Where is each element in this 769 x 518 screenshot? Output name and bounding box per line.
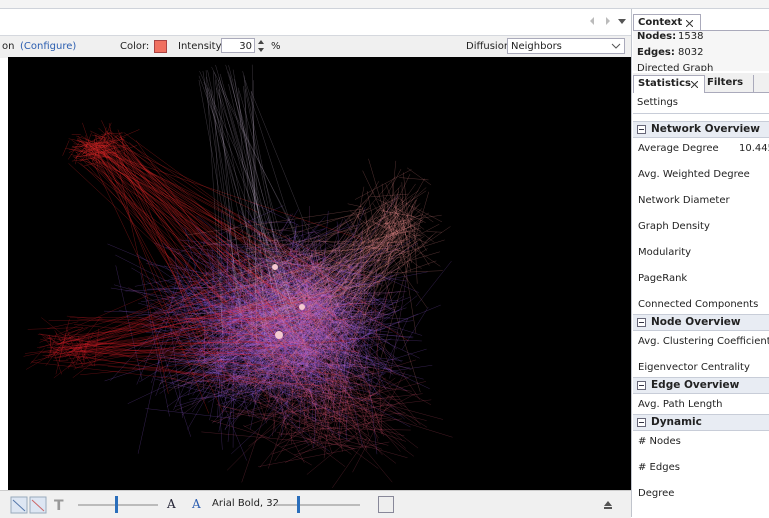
tab-separator bbox=[753, 75, 754, 92]
edges-value: 8032 bbox=[678, 47, 703, 58]
right-panel: Context Nodes: 1538 Edges: 8032 Directed… bbox=[633, 9, 769, 517]
tab-arrows[interactable] bbox=[588, 15, 630, 27]
settings-row: Settings bbox=[633, 93, 769, 114]
graph-node[interactable] bbox=[272, 264, 278, 270]
graph-node[interactable] bbox=[299, 304, 305, 310]
stat-label: Eigenvector Centrality bbox=[638, 362, 750, 373]
screenshot-button[interactable] bbox=[378, 496, 394, 513]
nodes-label: Nodes: bbox=[637, 31, 676, 42]
window-top bbox=[0, 0, 769, 9]
menu-arrow[interactable] bbox=[618, 19, 626, 24]
font-name[interactable]: Arial Bold, 32 bbox=[212, 498, 279, 509]
next-arrow[interactable] bbox=[606, 17, 610, 25]
configure-prefix: on bbox=[2, 41, 14, 52]
section-title: Node Overview bbox=[651, 315, 741, 330]
stat-label: Graph Density bbox=[638, 221, 710, 232]
font-color-button[interactable]: A bbox=[192, 497, 201, 511]
collapse-toggle[interactable] bbox=[637, 418, 646, 427]
graph-toolbar: on (Configure) Color: Intensity: 30 % Di… bbox=[0, 35, 631, 58]
stat-label: Connected Components bbox=[638, 299, 758, 310]
collapse-toggle[interactable] bbox=[637, 125, 646, 134]
stat-label: Avg. Path Length bbox=[638, 399, 723, 410]
collapse-toggle[interactable] bbox=[637, 381, 646, 390]
percent-sign: % bbox=[271, 41, 281, 52]
context-tab[interactable]: Context bbox=[633, 14, 701, 31]
nodes-value: 1538 bbox=[678, 31, 703, 42]
prev-arrow[interactable] bbox=[590, 17, 594, 25]
configure-link[interactable]: (Configure) bbox=[20, 41, 76, 52]
context-tab-label: Context bbox=[638, 17, 682, 28]
section-title: Edge Overview bbox=[651, 378, 739, 393]
label-size-slider[interactable] bbox=[275, 504, 360, 506]
intensity-spinner[interactable] bbox=[256, 38, 266, 54]
stat-label: Avg. Weighted Degree bbox=[638, 169, 750, 180]
slider-thumb[interactable] bbox=[297, 496, 300, 513]
stat-label: Degree bbox=[638, 488, 674, 499]
statistics-tab-label: Statistics bbox=[638, 78, 691, 89]
intensity-input[interactable]: 30 bbox=[221, 38, 255, 53]
intensity-label: Intensity: bbox=[178, 41, 224, 52]
stat-label: Network Diameter bbox=[638, 195, 730, 206]
section-header[interactable]: Edge Overview bbox=[633, 377, 769, 394]
slider-thumb[interactable] bbox=[115, 496, 118, 513]
panel-divider bbox=[631, 9, 632, 517]
settings-button[interactable]: Settings bbox=[637, 97, 678, 108]
svg-text:T: T bbox=[54, 498, 64, 514]
section-header[interactable]: Network Overview bbox=[633, 121, 769, 138]
stat-label: Average Degree bbox=[638, 143, 719, 154]
stat-label: PageRank bbox=[638, 273, 687, 284]
section-title: Network Overview bbox=[651, 122, 760, 137]
graph-type: Directed Graph bbox=[637, 63, 713, 71]
context-body: Nodes: 1538 Edges: 8032 Directed Graph bbox=[633, 30, 769, 71]
color-label: Color: bbox=[120, 41, 149, 52]
stat-label: Modularity bbox=[638, 247, 691, 258]
select-arrow[interactable] bbox=[611, 42, 621, 50]
stat-label: # Nodes bbox=[638, 436, 681, 447]
graph-canvas[interactable] bbox=[8, 57, 631, 490]
graph-node[interactable] bbox=[275, 331, 283, 339]
edge-tools[interactable]: T bbox=[10, 496, 70, 514]
section-title: Dynamic bbox=[651, 415, 702, 430]
diffusion-select[interactable]: Neighbors bbox=[507, 38, 625, 54]
stat-label: Avg. Clustering Coefficient bbox=[638, 336, 769, 347]
color-swatch[interactable] bbox=[154, 40, 167, 53]
font-size-button[interactable]: A bbox=[167, 497, 176, 511]
bottom-toolbar: T A A Arial Bold, 32 bbox=[0, 490, 631, 518]
close-icon[interactable] bbox=[686, 20, 693, 27]
edge-scale-slider[interactable] bbox=[78, 504, 158, 506]
stat-value: 10.445 bbox=[739, 143, 769, 154]
close-icon[interactable] bbox=[691, 81, 698, 88]
filters-tab-label[interactable]: Filters bbox=[707, 77, 743, 88]
stat-label: # Edges bbox=[638, 462, 680, 473]
stats-tab-strip: Statistics Filters bbox=[633, 73, 769, 93]
statistics-tab[interactable]: Statistics bbox=[633, 75, 705, 93]
section-header[interactable]: Node Overview bbox=[633, 314, 769, 331]
edges-label: Edges: bbox=[637, 47, 675, 58]
collapse-toggle[interactable] bbox=[637, 318, 646, 327]
expand-button[interactable] bbox=[603, 500, 613, 510]
section-header[interactable]: Dynamic bbox=[633, 414, 769, 431]
